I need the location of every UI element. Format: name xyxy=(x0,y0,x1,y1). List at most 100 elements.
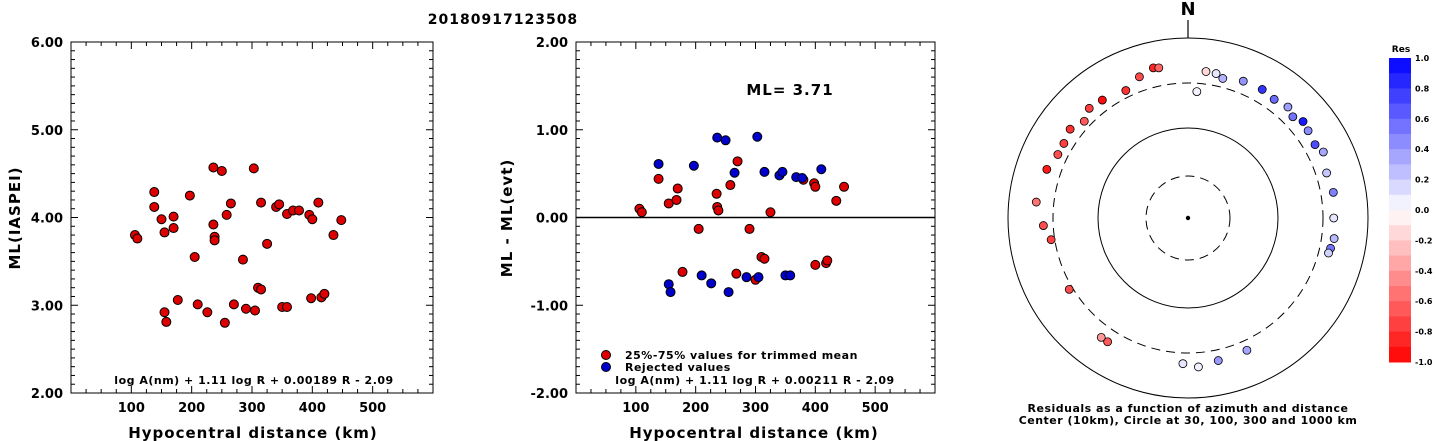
panel1-point xyxy=(281,302,292,313)
panel2-point xyxy=(696,270,707,281)
polar-point xyxy=(1178,359,1188,369)
panel1-point xyxy=(319,288,330,299)
polar-point xyxy=(1201,67,1211,76)
colorbar-cell xyxy=(1389,286,1411,302)
panel1-point xyxy=(161,316,172,327)
panel1-xtick-label: 100 xyxy=(118,401,145,416)
polar-point xyxy=(1121,86,1131,95)
colorbar-tick-label: 0.6 xyxy=(1415,115,1430,124)
panel2-point xyxy=(653,158,664,169)
polar-point xyxy=(1288,112,1298,122)
panel2-point xyxy=(711,188,722,199)
polar-point xyxy=(1031,197,1041,207)
panel1-point xyxy=(132,233,143,244)
colorbar-tick-label: 0.4 xyxy=(1415,145,1430,154)
polar-point xyxy=(1310,140,1320,150)
panel2-ytick-label: 2.00 xyxy=(536,36,568,51)
polar-point xyxy=(1097,95,1107,105)
panel1-point xyxy=(156,214,167,225)
panel2-point xyxy=(810,181,821,192)
colorbar-cell xyxy=(1389,240,1411,257)
panel2-point xyxy=(688,160,699,171)
panel1-point xyxy=(149,187,160,198)
panel1-xtick-label: 500 xyxy=(359,401,386,416)
colorbar-cell xyxy=(1389,88,1411,105)
panel2-ytick-label: -1.00 xyxy=(531,299,568,314)
polar-point xyxy=(1329,213,1339,223)
polar-point xyxy=(1257,85,1267,94)
panel1-point xyxy=(208,162,219,173)
panel2-point xyxy=(765,207,776,218)
panel2-point xyxy=(731,268,742,279)
panel2-point xyxy=(753,272,764,283)
panel2-ytick-label: -2.00 xyxy=(531,387,568,402)
colorbar-tick-label: -0.6 xyxy=(1415,297,1433,306)
panel2-ytick-label: 1.00 xyxy=(536,124,568,139)
panel2-point xyxy=(831,195,842,206)
panel1-point xyxy=(250,305,261,316)
legend-label-rejected: Rejected values xyxy=(625,361,731,374)
ring-300km xyxy=(1052,82,1324,354)
colorbar-cell xyxy=(1389,194,1411,211)
panel2-point xyxy=(671,194,682,205)
polar-point xyxy=(1303,126,1313,136)
panel-residual-vs-distance: 100 200 300 400 500 -2.00 -1.00 0.00 1.00 2.00 Hy… xyxy=(498,36,936,441)
panel2-point xyxy=(693,223,704,234)
colorbar-tick-label: 0.8 xyxy=(1415,84,1430,93)
panel2-ml-annotation: ML= 3.71 xyxy=(746,81,833,99)
panel1-frame xyxy=(70,41,434,394)
panel2-point xyxy=(752,131,763,142)
panel2-point xyxy=(636,207,647,218)
panel2-xtick-label: 200 xyxy=(682,401,709,416)
panel1-ytick-label: 2.00 xyxy=(31,387,63,402)
figure-title: 20180917123508 xyxy=(428,12,578,28)
panel1-point xyxy=(209,235,220,246)
colorbar-cell xyxy=(1389,270,1411,287)
panel1-point xyxy=(159,227,170,238)
panel1-xtick-label: 200 xyxy=(178,401,205,416)
panel2-xlabel: Hypocentral distance (km) xyxy=(629,424,879,441)
panel1-point xyxy=(240,303,251,314)
legend-label-trimmed: 25%-75% values for trimmed mean xyxy=(625,349,858,362)
polar-point xyxy=(1134,72,1144,82)
colorbar-cell xyxy=(1389,149,1411,165)
panel2-xtick-label: 400 xyxy=(802,401,829,416)
polar-point xyxy=(1329,234,1339,243)
panel1-point xyxy=(313,197,324,208)
panel2-points xyxy=(634,131,850,298)
colorbar-tick-label: 0.2 xyxy=(1415,176,1429,185)
polar-point xyxy=(1096,332,1106,342)
polar-point xyxy=(1324,248,1333,258)
polar-point xyxy=(1038,221,1048,230)
colorbar-labels: 1.0 0.8 0.6 0.4 0.2 0.0 -0.2 -0.4 -0.6 -0.8 -1.0 xyxy=(1415,54,1433,367)
panel1-ytick-label: 4.00 xyxy=(31,212,63,227)
colorbar-tick-label: -0.4 xyxy=(1415,267,1433,276)
panel-ml-vs-distance: 100 200 300 400 500 2.00 3.00 4.00 5.00 6.00 Hypo… xyxy=(6,36,434,441)
ring-100km xyxy=(1097,127,1279,309)
polar-point xyxy=(1269,94,1279,104)
colorbar-cell xyxy=(1389,103,1411,120)
colorbar-tick-label: 1.0 xyxy=(1415,54,1430,63)
polar-point xyxy=(1322,168,1332,178)
polar-point xyxy=(1103,337,1113,347)
colorbar-cell xyxy=(1389,210,1411,226)
panel1-point xyxy=(225,198,236,209)
panel1-xtick-label: 300 xyxy=(238,401,265,416)
panel-azimuth-residuals: N Residuals as a function of azimuth and… xyxy=(1007,0,1369,427)
panel2-point xyxy=(723,287,734,298)
colorbar-cell xyxy=(1389,73,1411,89)
panel2-point xyxy=(706,278,717,289)
panel2-xtick-label: 300 xyxy=(742,401,769,416)
panel1-point xyxy=(149,201,160,212)
polar-point xyxy=(1283,102,1293,112)
panel2-point xyxy=(712,132,723,143)
panel1-point xyxy=(256,284,267,295)
panel2-point xyxy=(810,259,821,270)
panel2-ylabel: ML - ML(evt) xyxy=(498,159,516,277)
colorbar-cells xyxy=(1389,58,1411,363)
panel1-ytick-label: 6.00 xyxy=(31,36,63,51)
panel1-point xyxy=(221,209,232,220)
panel1-point xyxy=(248,163,259,174)
panel1-point xyxy=(306,293,317,304)
